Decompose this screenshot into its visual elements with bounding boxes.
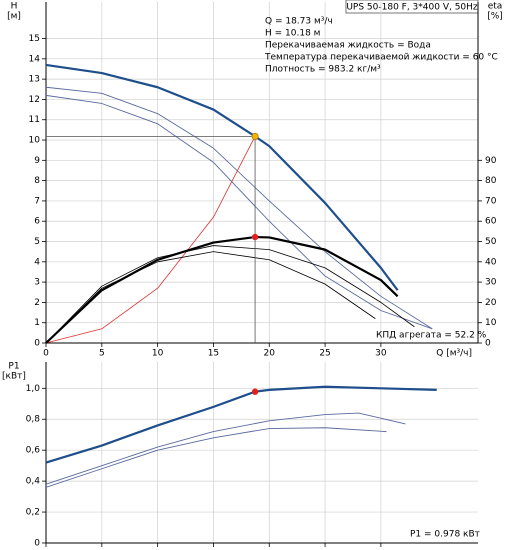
y2-tick-label: 10 <box>485 318 497 328</box>
y2-tick-label: 70 <box>485 196 497 206</box>
operating-point <box>251 233 259 241</box>
y-axis-label: [кВт] <box>2 372 26 382</box>
y-tick-label: 4 <box>34 257 40 267</box>
y-tick-label: 5 <box>34 237 40 247</box>
annotation: Температура перекачиваемой жидкости = 60… <box>264 53 498 63</box>
y-tick-label: 0,4 <box>26 477 41 487</box>
y-tick-label: 14 <box>29 54 41 64</box>
curve <box>45 385 437 464</box>
operating-point <box>251 132 259 140</box>
y-tick-label: 12 <box>29 95 40 105</box>
y2-tick-label: 40 <box>485 257 497 267</box>
y-tick-label: 1,0 <box>26 384 41 394</box>
y2-tick-label: 90 <box>485 156 497 166</box>
curve <box>45 86 433 330</box>
annotation: Плотность = 983.2 кг/м³ <box>265 65 381 75</box>
annotation: H = 10.18 м <box>265 29 320 39</box>
x-tick-label: 20 <box>264 349 276 359</box>
annotation: Q = 18.73 м³/ч <box>265 17 333 27</box>
annotation: Перекачиваемая жидкость = Вода <box>265 41 431 51</box>
operating-point <box>251 388 259 395</box>
y-axis-label: P1 <box>8 362 19 372</box>
y-tick-label: 11 <box>29 115 40 125</box>
efficiency-label: КПД агрегата = 52.2 % <box>376 331 487 341</box>
x-tick-label: 15 <box>208 349 219 359</box>
curve <box>45 251 376 344</box>
y-axis-label: [м] <box>7 12 21 22</box>
y-tick-label: 3 <box>34 278 40 288</box>
curve <box>45 63 399 291</box>
y-tick-label: 9 <box>34 156 40 166</box>
y-tick-label: 2 <box>34 298 40 308</box>
y2-tick-label: 30 <box>485 278 497 288</box>
curve <box>45 94 433 330</box>
chart-title: UPS 50-180 F, 3*400 V, 50Hz <box>346 3 478 13</box>
y-tick-label: 1 <box>34 318 40 328</box>
y-tick-label: 0,8 <box>26 415 41 425</box>
x-tick-label: 25 <box>319 349 330 359</box>
y-tick-label: 10 <box>29 136 41 146</box>
y2-axis-label: [%] <box>487 12 503 22</box>
power-label: P1 = 0.978 кВт <box>410 530 480 540</box>
y-tick-label: 0 <box>34 539 40 549</box>
x-tick-label: 5 <box>99 349 105 359</box>
y2-tick-label: 80 <box>485 176 497 186</box>
curve <box>45 412 406 485</box>
y-tick-label: 0,2 <box>26 508 40 518</box>
y-tick-label: 15 <box>29 34 40 44</box>
y-tick-label: 0,6 <box>26 446 41 456</box>
x-tick-label: 10 <box>152 349 164 359</box>
curve <box>45 427 387 488</box>
x-tick-label: 0 <box>43 349 49 359</box>
x-tick-label: 30 <box>375 349 387 359</box>
y-tick-label: 7 <box>34 196 40 206</box>
y-tick-label: 0 <box>34 339 40 349</box>
y2-tick-label: 20 <box>485 298 497 308</box>
y-tick-label: 6 <box>34 217 40 227</box>
y2-tick-label: 0 <box>485 339 491 349</box>
curve <box>45 136 256 344</box>
y-axis-label: H <box>11 2 18 12</box>
curve <box>45 245 415 344</box>
x-axis-label: Q [м³/ч] <box>436 349 472 359</box>
y2-tick-label: 50 <box>485 237 497 247</box>
y2-tick-label: 60 <box>485 217 497 227</box>
y-tick-label: 8 <box>34 176 40 186</box>
y2-axis-label: eta <box>488 2 503 12</box>
y-tick-label: 13 <box>29 75 40 85</box>
